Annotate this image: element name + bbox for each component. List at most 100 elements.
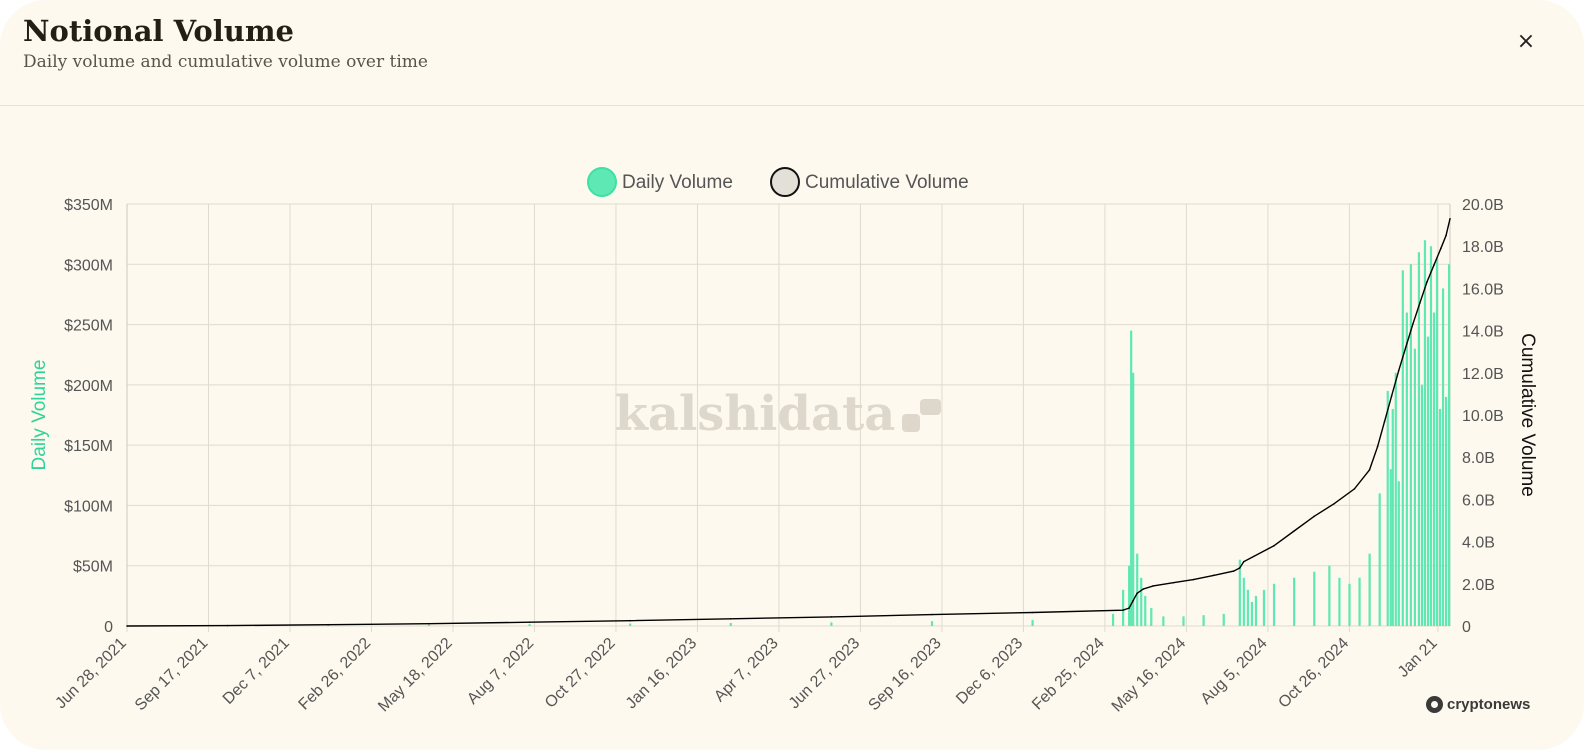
y-right-tick-label: 6.0B <box>1462 492 1495 509</box>
cumulative-volume-point <box>1136 592 1138 595</box>
daily-volume-bar <box>1031 619 1034 626</box>
cumulative-volume-point <box>428 622 430 625</box>
daily-volume-bar <box>1111 613 1115 626</box>
daily-volume-bar <box>1420 384 1424 626</box>
cumulative-volume-point <box>1293 530 1295 532</box>
daily-volume-bar <box>1328 565 1331 626</box>
y-left-tick-label: $100M <box>64 498 113 515</box>
daily-volume-bar <box>1358 577 1361 626</box>
daily-volume-bar <box>1368 553 1371 626</box>
daily-volume-bar <box>327 625 330 626</box>
legend-swatch-daily <box>587 167 617 197</box>
x-tick-label: Jun 27, 2023 <box>786 635 864 713</box>
x-tick-label: Oct 27, 2022 <box>542 635 619 712</box>
cumulative-volume-point <box>1142 588 1144 590</box>
daily-volume-bar <box>1401 270 1404 626</box>
cumulative-volume-point <box>1273 545 1275 547</box>
y-right-tick-label: 4.0B <box>1462 535 1495 552</box>
daily-volume-bar <box>1150 607 1153 626</box>
card-header: Notional Volume Daily volume and cumulat… <box>0 0 1584 106</box>
x-tick-label: Jun 28, 2021 <box>52 635 130 713</box>
daily-volume-bar <box>528 624 531 626</box>
cumulative-volume-point <box>1122 609 1124 611</box>
daily-volume-bar <box>1389 469 1392 626</box>
daily-volume-bar <box>1128 565 1131 626</box>
kalshidata-mark-block <box>902 414 920 432</box>
daily-volume-bar <box>1338 577 1341 626</box>
daily-volume-bar <box>1132 372 1135 626</box>
cumulative-volume-point <box>1411 323 1414 326</box>
cumulative-volume-points <box>126 217 1451 627</box>
x-tick-label: Dec 7, 2021 <box>220 635 293 708</box>
daily-volume-bar <box>1182 616 1185 626</box>
kalshidata-mark-icon <box>902 399 941 432</box>
x-tick-label: Jan 21 <box>1395 635 1441 681</box>
close-icon[interactable]: × <box>1516 29 1536 54</box>
cumulative-volume-point <box>729 618 732 620</box>
cumulative-volume-point <box>1253 555 1255 558</box>
daily-volume-bar <box>1130 330 1133 626</box>
y-left-tick-label: $200M <box>64 378 113 395</box>
daily-volume-bar <box>1348 583 1351 626</box>
x-tick-label: Jan 16, 2023 <box>623 635 701 713</box>
daily-volume-bar <box>1432 312 1436 626</box>
daily-volume-bar <box>1426 336 1430 626</box>
daily-volume-bar <box>1435 258 1439 626</box>
daily-volume-bar <box>1429 246 1433 626</box>
daily-volume-bar <box>1391 408 1394 626</box>
y-left-axis-title: Daily Volume <box>29 360 50 471</box>
y-right-tick-label: 0 <box>1462 619 1471 636</box>
y-left-tick-label: $150M <box>64 438 113 455</box>
daily-volume-bar <box>1140 577 1143 626</box>
daily-volume-bar <box>1246 589 1249 626</box>
cumulative-volume-point <box>1390 395 1393 397</box>
cumulative-volume-point <box>1419 302 1421 304</box>
daily-volume-bar <box>1417 252 1421 626</box>
daily-volume-bar <box>1222 613 1225 626</box>
daily-volume-bar <box>1447 264 1451 626</box>
cumulative-volume-point <box>1132 599 1134 602</box>
daily-volume-bar <box>1202 615 1205 626</box>
kalshidata-mark-block <box>920 399 941 415</box>
x-tick-label: Aug 7, 2022 <box>464 635 537 708</box>
daily-volume-bar <box>1136 553 1139 626</box>
cryptonews-logo-icon <box>1426 695 1443 713</box>
daily-volume-bar <box>1238 559 1241 626</box>
chart-legend: Daily Volume Cumulative Volume <box>587 167 969 197</box>
x-tick-label: Oct 26, 2024 <box>1275 635 1352 712</box>
x-tick-label: Sep 16, 2023 <box>865 635 944 714</box>
daily-volume-bar <box>1409 264 1412 626</box>
daily-volume-bar <box>629 623 632 626</box>
cumulative-volume-point <box>528 621 531 624</box>
grid-lines <box>126 203 1450 632</box>
y-right-tick-label: 10.0B <box>1462 408 1504 425</box>
daily-volume-bar <box>1444 396 1448 626</box>
cumulative-volume-point <box>1449 217 1451 220</box>
cumulative-volume-point <box>1445 234 1447 237</box>
cumulative-volume-point <box>1353 488 1356 490</box>
y-left-tick-label: $350M <box>64 197 113 214</box>
cumulative-volume-point <box>1383 420 1386 423</box>
y-right-tick-label: 20.0B <box>1462 197 1504 214</box>
cumulative-volume-point <box>1128 607 1130 609</box>
daily-volume-bar <box>1262 589 1266 626</box>
y-right-tick-label: 14.0B <box>1462 324 1504 341</box>
y-left-tick-label: $300M <box>64 257 113 274</box>
cumulative-volume-point <box>1376 445 1379 448</box>
cumulative-volume-point <box>1397 369 1400 372</box>
x-tick-label: May 16, 2024 <box>1109 635 1190 716</box>
legend-label-daily: Daily Volume <box>622 172 733 193</box>
daily-volume-bar <box>930 621 934 626</box>
x-tick-label: Aug 5, 2024 <box>1198 635 1271 708</box>
cumulative-volume-point <box>1404 346 1407 349</box>
daily-volume-bar <box>1272 583 1276 626</box>
daily-volume-bar <box>729 622 732 626</box>
cumulative-volume-point <box>1152 585 1155 587</box>
x-tick-label: Feb 25, 2024 <box>1029 635 1108 714</box>
y-right-tick-label: 2.0B <box>1462 577 1495 594</box>
daily-volume-bar <box>1438 408 1442 626</box>
cryptonews-logo[interactable]: cryptonews <box>1426 692 1530 716</box>
cumulative-volume-point <box>629 619 631 622</box>
